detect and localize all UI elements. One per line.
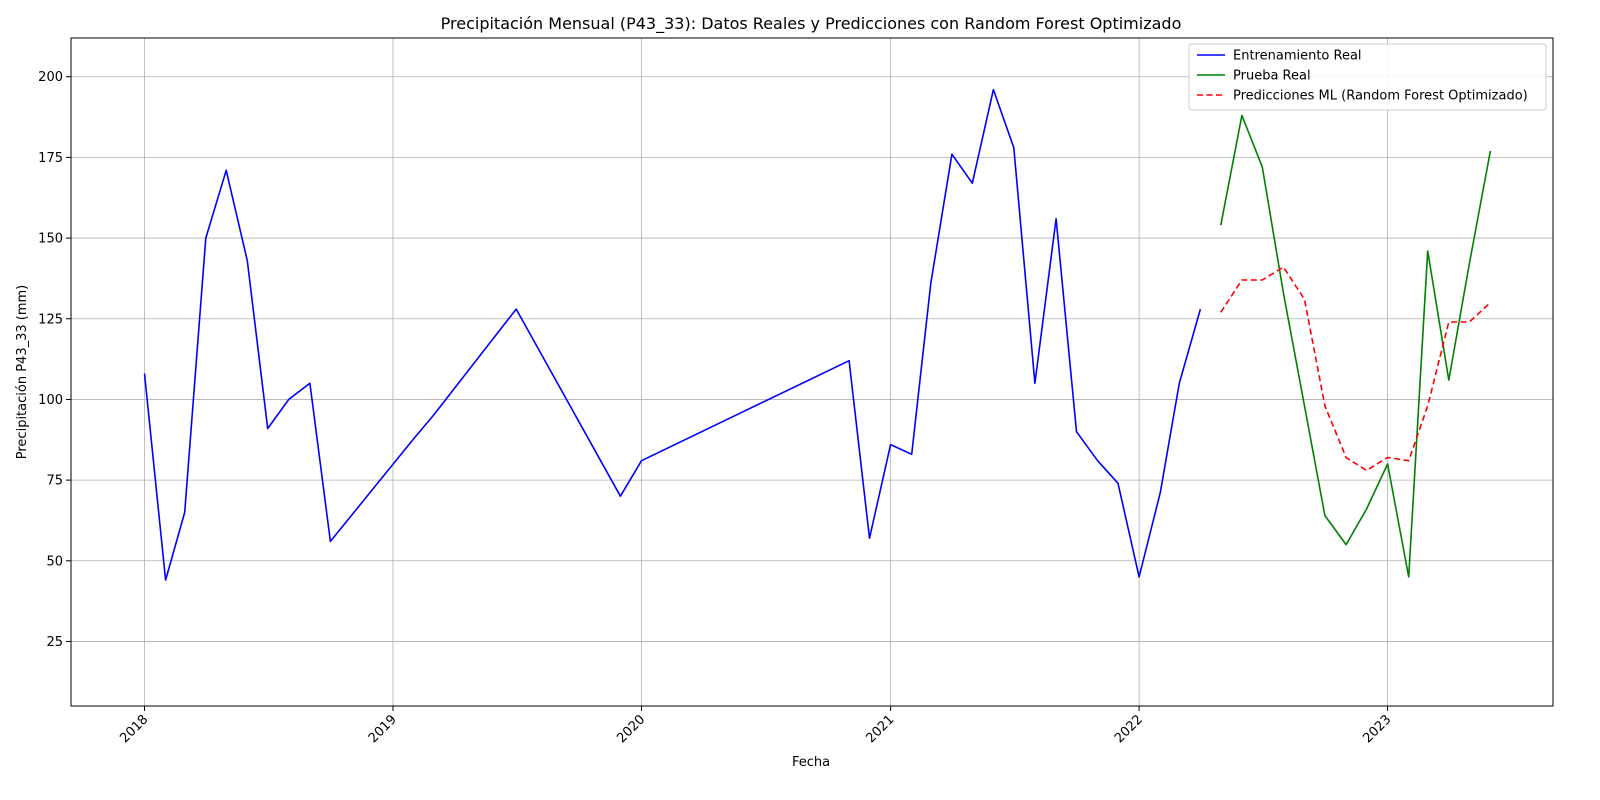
x-axis-label: Fecha: [792, 755, 830, 770]
x-tick-label: 2021: [863, 712, 897, 746]
legend-label: Entrenamiento Real: [1233, 49, 1362, 64]
y-tick-label: 150: [38, 232, 63, 247]
series-line-2: [1220, 266, 1491, 472]
legend-label: Predicciones ML (Random Forest Optimizad…: [1233, 89, 1528, 104]
x-tick-label: 2020: [614, 712, 648, 746]
y-tick-label: 25: [46, 635, 63, 650]
y-tick-label: 175: [38, 151, 63, 166]
series-line-0: [143, 88, 1202, 581]
x-axis: 2018 2019 2020 2021 2022 2023: [117, 706, 1394, 746]
plot-area-frame: [70, 37, 1554, 707]
y-tick-label: 50: [46, 554, 63, 569]
x-tick-label: 2018: [117, 712, 151, 746]
y-tick-label: 100: [38, 393, 63, 408]
legend-label: Prueba Real: [1233, 69, 1311, 84]
series-line-1: [1220, 114, 1492, 578]
series-lines: [143, 88, 1492, 581]
y-tick-label: 200: [38, 70, 63, 85]
legend-box: [1188, 43, 1547, 111]
chart-title: Precipitación Mensual (P43_33): Datos Re…: [441, 14, 1182, 34]
legend: Entrenamiento Real Prueba Real Prediccione…: [1188, 43, 1547, 111]
y-tick-label: 75: [46, 474, 63, 489]
x-tick-label: 2019: [366, 712, 400, 746]
y-axis-label: Precipitación P43_33 (mm): [15, 285, 30, 459]
x-tick-label: 2023: [1360, 712, 1394, 746]
y-axis: 25 50 75 100 125 150 175 200: [38, 70, 71, 650]
x-tick-label: 2022: [1112, 712, 1146, 746]
grid-lines: [71, 38, 1553, 706]
y-tick-label: 125: [38, 312, 63, 327]
